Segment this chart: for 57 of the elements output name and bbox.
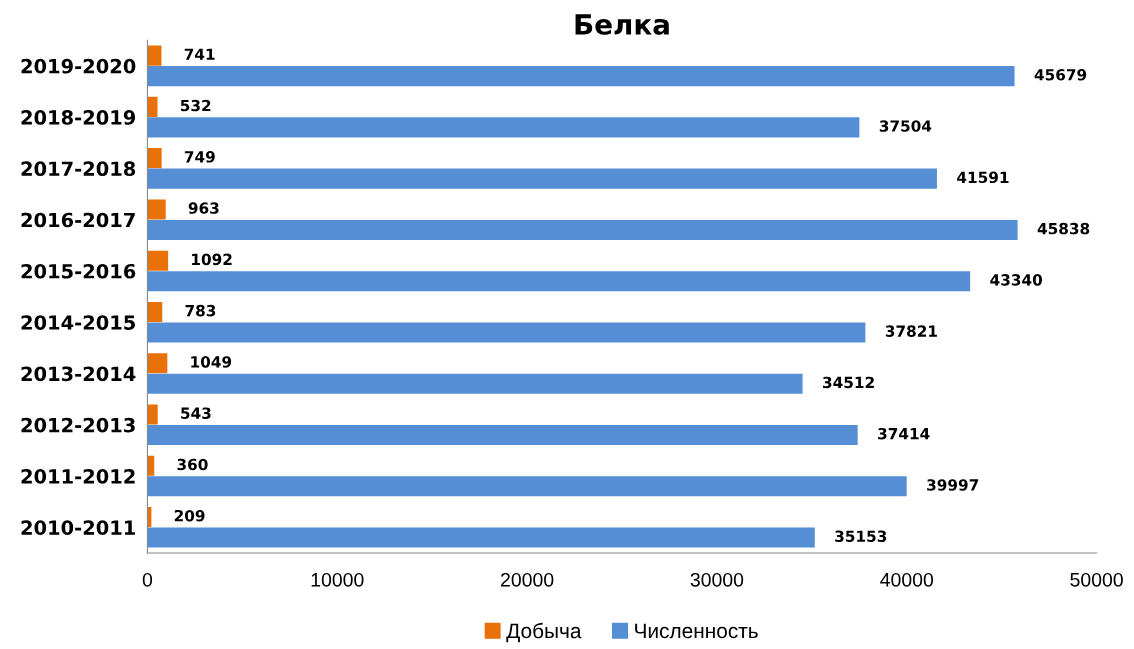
bar xyxy=(147,117,860,138)
bar xyxy=(147,476,907,497)
y-tick-label: 2015-2016 xyxy=(21,263,136,279)
x-tick-label: 0 xyxy=(142,572,153,587)
bar xyxy=(147,322,866,343)
data-label: 41591 xyxy=(957,171,1009,184)
y-tick-label: 2010-2011 xyxy=(21,520,135,535)
data-label: 45679 xyxy=(1034,69,1087,81)
data-label: 37821 xyxy=(885,325,937,337)
y-tick-label: 2012-2013 xyxy=(21,417,135,433)
data-label: 209 xyxy=(174,509,205,522)
data-label: 34512 xyxy=(823,376,874,389)
y-tick-label: 2011-2012 xyxy=(21,469,135,484)
bar xyxy=(147,301,163,323)
bar xyxy=(147,148,162,169)
y-tick-label: 2017-2018 xyxy=(21,161,136,177)
data-label: 360 xyxy=(177,458,208,471)
data-label: 1092 xyxy=(192,253,232,266)
bar xyxy=(147,404,158,425)
x-tick-label: 40000 xyxy=(880,572,934,587)
bar xyxy=(147,45,162,66)
data-label: 963 xyxy=(188,202,219,214)
data-label: 35153 xyxy=(835,530,887,542)
y-tick-label: 2018-2019 xyxy=(21,110,136,125)
data-label: 37504 xyxy=(879,120,932,132)
data-label: 749 xyxy=(184,151,215,163)
bar xyxy=(147,271,971,292)
data-label: 43340 xyxy=(990,274,1043,286)
data-label: 45838 xyxy=(1037,222,1090,235)
bar xyxy=(147,66,1015,87)
bar xyxy=(147,527,815,548)
bar xyxy=(147,424,858,446)
y-tick-label: 2016-2017 xyxy=(21,212,135,228)
bar xyxy=(147,373,803,394)
y-tick-label: 2019-2020 xyxy=(21,58,136,74)
legend-label: Численность xyxy=(635,623,758,639)
bar xyxy=(147,353,168,374)
x-tick-label: 20000 xyxy=(501,572,554,587)
bar xyxy=(147,96,158,117)
bar xyxy=(147,168,937,189)
legend-label: Добыча xyxy=(506,622,582,643)
x-tick-label: 10000 xyxy=(311,572,364,587)
chart-title: Белка xyxy=(575,14,669,35)
bar xyxy=(147,250,169,271)
x-tick-label: 50000 xyxy=(1070,572,1123,587)
data-label: 741 xyxy=(184,48,215,60)
data-label: 532 xyxy=(180,99,211,112)
data-label: 783 xyxy=(185,304,216,317)
x-tick-label: 30000 xyxy=(690,572,744,587)
y-tick-label: 2014-2015 xyxy=(21,315,135,330)
data-label: 37414 xyxy=(878,427,930,440)
bar xyxy=(147,219,1018,240)
y-tick-label: 2013-2014 xyxy=(21,366,136,382)
data-label: 39997 xyxy=(927,479,979,491)
bar xyxy=(147,199,166,220)
data-label: 543 xyxy=(181,407,211,419)
data-label: 1049 xyxy=(191,356,232,368)
